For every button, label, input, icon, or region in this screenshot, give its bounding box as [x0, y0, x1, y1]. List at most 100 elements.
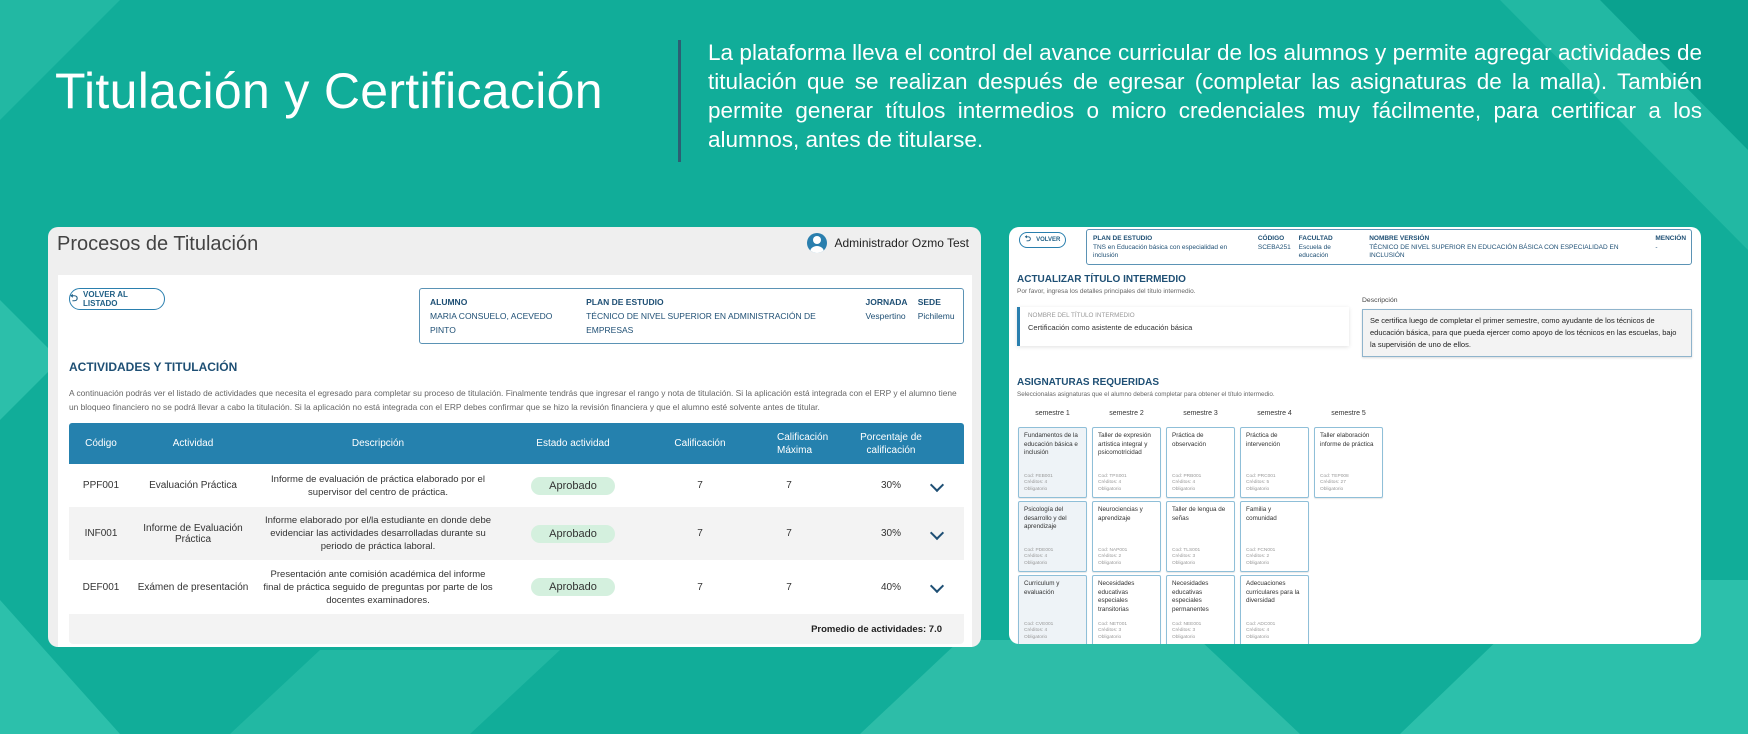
semester-label: semestre 1: [1035, 410, 1070, 417]
info-field: NOMBRE VERSIÓN TÉCNICO DE NIVEL SUPERIOR …: [1369, 234, 1646, 260]
subject-type: Obligatorio: [1246, 486, 1270, 492]
user-name: Administrador Ozmo Test: [834, 236, 970, 250]
info-value: Vespertino: [865, 311, 906, 321]
subject-type: Obligatorio: [1098, 560, 1122, 566]
subject-meta: Cod: PRC001 Créditos: 5 Obligatorio: [1246, 474, 1276, 494]
subject-card[interactable]: Necesidades educativas especiales perman…: [1166, 575, 1235, 644]
description-cell: Presentación ante comisión académica del…: [263, 568, 493, 606]
section-title: ACTUALIZAR TÍTULO INTERMEDIO: [1017, 274, 1186, 285]
subject-type: Obligatorio: [1172, 634, 1196, 640]
back-button[interactable]: ⮌ VOLVER: [1019, 232, 1066, 248]
subject-type: Obligatorio: [1172, 486, 1196, 492]
subject-code: Cod: TEP008: [1320, 473, 1349, 479]
status-cell: Aprobado: [503, 524, 643, 543]
subject-card[interactable]: Taller de lengua de señas Cod: TLS001 Créd…: [1166, 501, 1235, 572]
divider: [678, 40, 681, 162]
column-header: Calificación Máxima: [777, 431, 829, 456]
hero-title: Titulación y Certificación: [55, 63, 603, 119]
subject-meta: Cod: FCN001 Créditos: 2 Obligatorio: [1246, 548, 1275, 568]
info-value: TNS en Educación básica con especialidad…: [1093, 244, 1228, 259]
info-value: MARIA CONSUELO, ACEVEDO PINTO: [430, 311, 553, 335]
avatar-icon: [806, 233, 827, 253]
subject-card[interactable]: Curriculum y evaluación Cod: CVE001 Crédit…: [1018, 575, 1087, 644]
max-grade-cell: 7: [786, 581, 792, 593]
subject-credits: Créditos: 3: [1098, 628, 1122, 633]
subject-name: Práctica de observación: [1172, 432, 1206, 448]
info-field: ALUMNO MARIA CONSUELO, ACEVEDO PINTO: [430, 295, 574, 337]
percentage-cell: 30%: [880, 480, 901, 491]
table-row: INF001 Informe de Evaluación Práctica Info…: [69, 507, 964, 560]
grade-cell: 7: [697, 480, 703, 491]
column-header: Estado actividad: [536, 438, 610, 449]
info-value: TÉCNICO DE NIVEL SUPERIOR EN ADMINISTRAC…: [586, 311, 816, 335]
subject-credits: Créditos: 27: [1320, 480, 1346, 485]
subject-name: Necesidades educativas especiales perman…: [1172, 580, 1209, 613]
subject-credits: Créditos: 4: [1024, 480, 1048, 485]
info-value: Pichilemu: [917, 311, 955, 321]
subject-name: Taller de expresión artística integral y…: [1098, 432, 1151, 456]
info-field: JORNADA Vespertino: [865, 295, 907, 337]
status-badge: Aprobado: [531, 524, 615, 543]
back-to-list-button[interactable]: ⮌ VOLVER AL LISTADO: [69, 288, 165, 310]
study-plan-info-box: PLAN DE ESTUDIO TNS en Educación básica c…: [1086, 229, 1692, 265]
column-header: Calificación: [674, 438, 726, 449]
semester-label: semestre 4: [1257, 410, 1292, 417]
subject-credits: Créditos: 4: [1024, 554, 1048, 559]
subject-card[interactable]: Fundamentos de la educación básica e inc…: [1018, 427, 1087, 498]
activities-table: Código Actividad Descripción Estado activid…: [69, 423, 964, 644]
subject-name: Taller elaboración informe de práctica: [1320, 432, 1374, 448]
info-label: MENCIÓN: [1655, 235, 1687, 242]
info-field: FACULTAD Escuela de educación: [1299, 234, 1361, 260]
subject-meta: Cod: TLS001 Créditos: 3 Obligatorio: [1172, 548, 1200, 568]
page-title: Procesos de Titulación: [57, 233, 259, 255]
user-menu[interactable]: Administrador Ozmo Test: [806, 233, 970, 253]
section-description: Por favor, ingresa los detalles principa…: [1017, 288, 1196, 295]
subject-credits: Créditos: 4: [1246, 628, 1270, 633]
subject-code: Cod: PRC001: [1246, 473, 1276, 479]
subject-meta: Cod: NEE001 Créditos: 3 Obligatorio: [1172, 622, 1201, 642]
subject-card[interactable]: Psicología del desarrollo y del aprendiz…: [1018, 501, 1087, 572]
semester-label: semestre 3: [1183, 410, 1218, 417]
info-field: MENCIÓN -: [1655, 234, 1687, 260]
code-cell: INF001: [84, 528, 118, 539]
info-label: CÓDIGO: [1257, 235, 1285, 242]
subject-code: Cod: FCN001: [1246, 547, 1276, 553]
activity-cell: Evaluación Práctica: [149, 480, 237, 491]
subject-credits: Créditos: 2: [1098, 554, 1122, 559]
subject-type: Obligatorio: [1320, 486, 1344, 492]
semester-label: semestre 2: [1109, 410, 1144, 417]
subject-card[interactable]: Taller de expresión artística integral y…: [1092, 427, 1161, 498]
info-label: SEDE: [917, 297, 941, 307]
subject-name: Práctica de intervención: [1246, 432, 1280, 448]
subject-card[interactable]: Neurociencias y aprendizaje Cod: NAP001 Cr…: [1092, 501, 1161, 572]
grade-cell: 7: [697, 528, 703, 539]
subject-name: Taller de lengua de señas: [1172, 506, 1226, 522]
subject-code: Cod: PRB001: [1172, 473, 1202, 479]
back-arrow-icon: ⮌: [1024, 234, 1032, 243]
subject-card[interactable]: Práctica de intervención Cod: PRC001 Crédi…: [1240, 427, 1309, 498]
max-grade-cell: 7: [786, 480, 792, 491]
description-textarea[interactable]: Se certifica luego de completar el prime…: [1362, 309, 1692, 357]
section-description: A continuación podrás ver el listado de …: [69, 388, 957, 412]
title-name-field[interactable]: NOMBRE DEL TÍTULO INTERMEDIO Certificaci…: [1017, 307, 1349, 346]
subject-type: Obligatorio: [1098, 634, 1122, 640]
subject-type: Obligatorio: [1246, 560, 1270, 566]
subject-card[interactable]: Taller elaboración informe de práctica Co…: [1314, 427, 1383, 498]
subject-card[interactable]: Práctica de observación Cod: PRB001 Crédit…: [1166, 427, 1235, 498]
subject-card[interactable]: Adecuaciones curriculares para la divers…: [1240, 575, 1309, 644]
subject-credits: Créditos: 4: [1172, 480, 1196, 485]
subject-card[interactable]: Familia y comunidad Cod: FCN001 Créditos: …: [1240, 501, 1309, 572]
titulation-process-screenshot: Procesos de Titulación Administrador Ozm…: [48, 227, 981, 647]
hero-description: La plataforma lleva el control del avanc…: [708, 40, 1702, 152]
activity-cell: Informe de Evaluación Práctica: [143, 522, 243, 545]
subject-type: Obligatorio: [1172, 560, 1196, 566]
subject-meta: Cod: TEP008 Créditos: 27 Obligatorio: [1320, 474, 1349, 494]
subject-name: Psicología del desarrollo y del aprendiz…: [1024, 506, 1067, 530]
subject-meta: Cod: FEB001 Créditos: 4 Obligatorio: [1024, 474, 1053, 494]
subject-card[interactable]: Necesidades educativas especiales transi…: [1092, 575, 1161, 644]
subject-meta: Cod: PRB001 Créditos: 4 Obligatorio: [1172, 474, 1201, 494]
back-arrow-icon: ⮌: [70, 292, 79, 304]
subjects-description: Seleccionalas asignaturas que el alumno …: [1017, 391, 1275, 398]
code-cell: DEF001: [82, 581, 120, 593]
